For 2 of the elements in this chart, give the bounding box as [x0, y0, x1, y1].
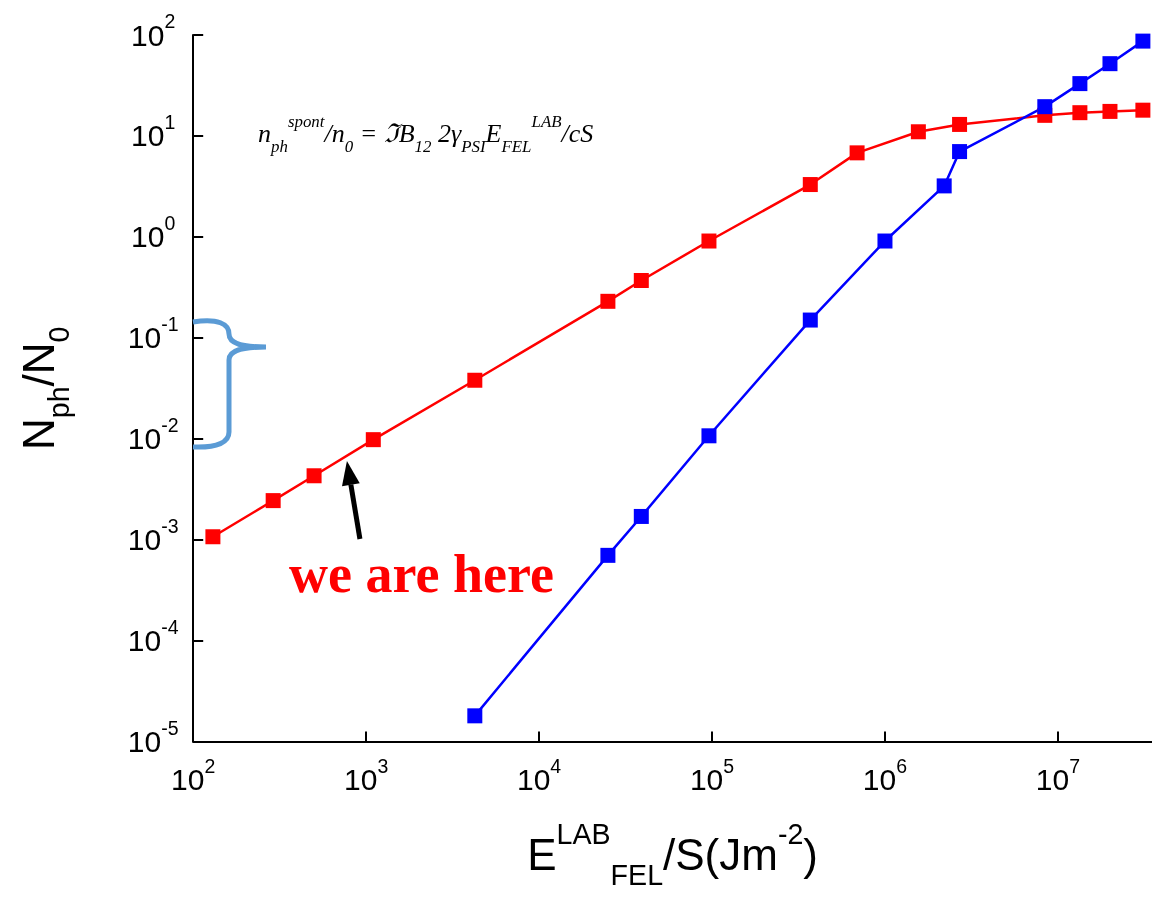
- y-axis-title: Nph/N0: [13, 326, 75, 451]
- annotation: we are here: [289, 544, 554, 605]
